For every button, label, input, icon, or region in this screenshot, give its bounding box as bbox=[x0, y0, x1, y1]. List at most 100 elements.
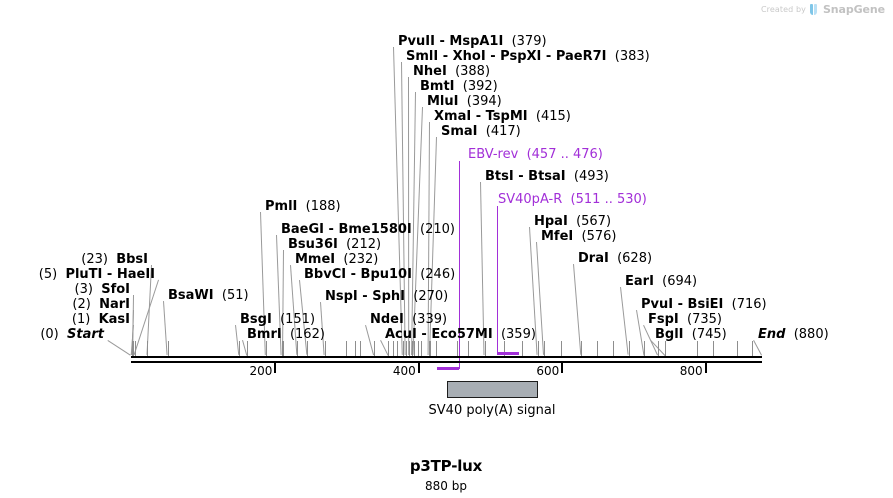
enzyme-position: (628) bbox=[617, 251, 653, 266]
enzyme-label-mfei[interactable]: MfeI (576) bbox=[541, 230, 616, 243]
leader-line bbox=[163, 301, 168, 356]
primer-arrow-sv40pa-r bbox=[497, 352, 519, 355]
enzyme-label-pluti-haeii[interactable]: (5) PluTI - HaeII bbox=[38, 267, 155, 282]
enzyme-label-kasi[interactable]: (1) KasI bbox=[72, 313, 130, 326]
enzyme-label-mmei[interactable]: MmeI (232) bbox=[295, 253, 378, 266]
enzyme-label-bbvci-bpu10i[interactable]: BbvCI - Bpu10I (246) bbox=[304, 267, 456, 282]
ruler-label-200: 200 bbox=[249, 364, 273, 378]
enzyme-name: Bme1580I bbox=[338, 222, 412, 237]
enzyme-label-ndei[interactable]: NdeI (339) bbox=[370, 313, 447, 326]
plasmid-size: 880 bp bbox=[425, 479, 467, 493]
enzyme-label-smli-xhoi-pspxi-paer7i[interactable]: SmlI - XhoI - PspXI - PaeR7I (383) bbox=[406, 49, 650, 64]
site-tick bbox=[266, 341, 267, 356]
site-tick bbox=[307, 341, 308, 356]
site-tick bbox=[538, 341, 539, 356]
enzyme-label-smai[interactable]: SmaI (417) bbox=[441, 125, 521, 138]
enzyme-label-start[interactable]: (0) Start bbox=[40, 328, 104, 341]
enzyme-name: BmrI bbox=[247, 327, 282, 342]
primer-stem-ebv-rev bbox=[459, 161, 460, 369]
primer-label-ebv-rev[interactable]: EBV-rev (457 .. 476) bbox=[468, 148, 603, 161]
plasmid-backbone bbox=[131, 356, 762, 363]
site-tick bbox=[247, 341, 248, 356]
enzyme-name: HaeII bbox=[116, 267, 155, 282]
enzyme-label-eari[interactable]: EarI (694) bbox=[625, 275, 697, 288]
enzyme-label-bsgi[interactable]: BsgI (151) bbox=[240, 313, 315, 326]
enzyme-label-sfoi[interactable]: (3) SfoI bbox=[75, 283, 130, 296]
primer-label-sv40pa-r[interactable]: SV40pA-R (511 .. 530) bbox=[498, 193, 647, 206]
enzyme-name: PvuII bbox=[398, 34, 435, 49]
enzyme-position: (162) bbox=[289, 327, 325, 342]
enzyme-label-bmri[interactable]: BmrI (162) bbox=[247, 328, 325, 341]
enzyme-position: (392) bbox=[462, 79, 498, 94]
enzyme-name: BaeGI bbox=[281, 222, 325, 237]
ruler-tick-400 bbox=[417, 363, 420, 373]
enzyme-name: AcuI bbox=[385, 327, 417, 342]
enzyme-name: NdeI bbox=[370, 312, 404, 327]
enzyme-label-fspi[interactable]: FspI (735) bbox=[648, 313, 722, 326]
ruler-tick-800 bbox=[704, 363, 707, 373]
site-tick bbox=[665, 341, 666, 356]
site-tick bbox=[436, 341, 437, 356]
enzyme-label-bgli[interactable]: BglI (745) bbox=[655, 328, 727, 341]
ruler-label-800: 800 bbox=[679, 364, 703, 378]
enzyme-label-mlui[interactable]: MluI (394) bbox=[427, 95, 502, 108]
enzyme-label-pvuii-mspa1i[interactable]: PvuII - MspA1I (379) bbox=[398, 34, 547, 49]
enzyme-label-nhei[interactable]: NheI (388) bbox=[413, 65, 490, 78]
enzyme-label-pvui-bsiei[interactable]: PvuI - BsiEI (716) bbox=[641, 297, 767, 312]
enzyme-position: (212) bbox=[346, 237, 382, 252]
enzyme-name: PvuI bbox=[641, 297, 674, 312]
leader-line bbox=[753, 340, 762, 356]
site-tick bbox=[644, 341, 645, 356]
site-tick bbox=[561, 341, 562, 356]
enzyme-name: FspI bbox=[648, 312, 679, 327]
enzyme-label-baegi-bme1580i[interactable]: BaeGI - Bme1580I (210) bbox=[281, 222, 455, 237]
enzyme-name: NheI bbox=[413, 64, 447, 79]
enzyme-label-btsi-btsai[interactable]: BtsI - BtsaI (493) bbox=[485, 169, 609, 184]
enzyme-name: PspXI bbox=[500, 49, 542, 64]
enzyme-position: (23) bbox=[81, 252, 108, 267]
enzyme-label-nari[interactable]: (2) NarI bbox=[72, 298, 130, 311]
enzyme-name: Eco57MI bbox=[431, 327, 493, 342]
enzyme-position: (394) bbox=[466, 94, 502, 109]
site-tick bbox=[597, 341, 598, 356]
enzyme-name: Bsu36I bbox=[288, 237, 338, 252]
enzyme-name: BbsI bbox=[116, 252, 148, 267]
site-tick bbox=[613, 341, 614, 356]
enzyme-label-bbsi[interactable]: (23) BbsI bbox=[81, 253, 148, 266]
enzyme-label-nspi-sphi[interactable]: NspI - SphI (270) bbox=[325, 289, 449, 304]
enzyme-name: BtsI bbox=[485, 169, 514, 184]
site-tick bbox=[147, 341, 148, 356]
enzyme-position: (745) bbox=[691, 327, 727, 342]
enzyme-label-bsawi[interactable]: BsaWI (51) bbox=[168, 289, 249, 302]
feature-label-sv40-polya-signal: SV40 poly(A) signal bbox=[428, 403, 556, 418]
site-tick bbox=[429, 341, 430, 356]
site-tick bbox=[325, 341, 326, 356]
enzyme-position: (379) bbox=[511, 34, 547, 49]
enzyme-label-acui-eco57mi[interactable]: AcuI - Eco57MI (359) bbox=[385, 327, 536, 342]
enzyme-label-drai[interactable]: DraI (628) bbox=[578, 252, 652, 265]
enzyme-position: (694) bbox=[662, 274, 698, 289]
enzyme-label-end[interactable]: End (880) bbox=[758, 328, 829, 341]
plasmid-name: p3TP-lux bbox=[409, 457, 483, 475]
site-tick bbox=[697, 341, 698, 356]
enzyme-label-xmai-tspmi[interactable]: XmaI - TspMI (415) bbox=[434, 109, 571, 124]
enzyme-label-bmti[interactable]: BmtI (392) bbox=[420, 80, 498, 93]
enzyme-name: NspI bbox=[325, 289, 358, 304]
site-tick bbox=[355, 341, 356, 356]
site-tick bbox=[393, 341, 394, 356]
enzyme-position: (246) bbox=[420, 267, 456, 282]
enzyme-position: (735) bbox=[687, 312, 722, 327]
site-tick bbox=[133, 341, 134, 356]
enzyme-name: MspA1I bbox=[449, 34, 504, 49]
enzyme-name: SmlI bbox=[406, 49, 439, 64]
enzyme-label-pmli[interactable]: PmlI (188) bbox=[265, 200, 341, 213]
leader-line bbox=[107, 340, 131, 356]
site-tick bbox=[388, 341, 389, 356]
primer-range: (511 .. 530) bbox=[570, 192, 647, 207]
site-tick bbox=[737, 341, 738, 356]
enzyme-label-hpai[interactable]: HpaI (567) bbox=[534, 215, 611, 228]
enzyme-label-bsu36i[interactable]: Bsu36I (212) bbox=[288, 238, 381, 251]
enzyme-position: (151) bbox=[280, 312, 316, 327]
feature-sv40-polya-signal[interactable] bbox=[447, 381, 538, 398]
enzyme-name: EarI bbox=[625, 274, 654, 289]
